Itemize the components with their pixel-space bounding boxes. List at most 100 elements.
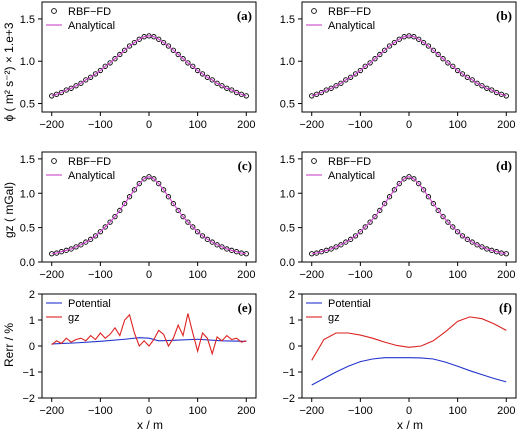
x-tick-label: 0: [406, 405, 412, 417]
chart-panel-d: −200 −100 0 100 200 0.0 0.5 1.0 1.5 RBF−FD Analyti…: [280, 151, 517, 281]
x-tick-label: 0: [406, 269, 412, 281]
x-tick-label: 100: [448, 119, 466, 131]
data-point-a: [87, 74, 94, 80]
chart-panel-e: −200 −100 0 100 200 −2 −1 0 1 2 Potential gz (e): [22, 289, 257, 417]
y-tick-label: 1.5: [20, 14, 35, 26]
panel-label-f: (f): [499, 300, 512, 315]
x-tick-label: −100: [348, 269, 373, 281]
y-tick-label: 0.5: [280, 223, 295, 235]
data-point-b: [323, 87, 329, 93]
x-axis-label-right: x / m: [397, 418, 423, 432]
data-point-a: [53, 91, 60, 97]
data-point-c: [122, 200, 128, 207]
x-tick-label: 0: [406, 119, 412, 131]
y-tick-label: 1.0: [20, 188, 35, 200]
data-point-d: [489, 247, 495, 253]
legend-label: RBF−FD: [68, 6, 111, 18]
data-point-b: [318, 89, 325, 96]
data-point-d: [338, 242, 344, 248]
legend-label: Analytical: [68, 170, 115, 182]
data-point-a: [112, 56, 118, 62]
data-point-b: [396, 36, 402, 42]
series-line-gz: [311, 316, 507, 361]
x-tick-label: 200: [497, 119, 515, 131]
legend-label: gz: [328, 312, 340, 324]
y-tick-label: 2: [29, 289, 35, 301]
data-point-a: [238, 91, 245, 97]
data-point-d: [440, 213, 446, 220]
data-point-b: [445, 60, 451, 66]
data-point-a: [229, 87, 235, 93]
data-point-c: [73, 244, 79, 250]
data-point-c: [224, 246, 230, 252]
y-tick-label: 0.0: [20, 257, 35, 269]
data-point-d: [382, 200, 388, 207]
data-point-c: [170, 200, 176, 207]
data-point-b: [459, 71, 466, 77]
data-point-d: [333, 244, 339, 250]
data-point-c: [146, 174, 152, 180]
data-point-a: [122, 47, 128, 53]
y-tick-label: 0.5: [20, 223, 35, 235]
data-point-d: [469, 239, 475, 245]
data-point-b: [489, 87, 495, 93]
x-tick-label: −100: [88, 405, 113, 417]
legend-label: Potential: [68, 298, 111, 310]
y-tick-label: 0: [29, 341, 35, 353]
data-point-c: [190, 224, 196, 230]
data-point-a: [92, 71, 99, 77]
y-tick-label: −2: [22, 393, 35, 405]
data-point-d: [396, 180, 402, 187]
y-tick-label: 1.5: [20, 154, 35, 166]
x-tick-label: 0: [146, 269, 152, 281]
data-point-a: [58, 89, 65, 96]
series-line-potential: [311, 357, 507, 386]
data-point-d: [406, 174, 412, 180]
x-tick-label: 100: [448, 269, 466, 281]
x-tick-label: −100: [348, 405, 373, 417]
data-point-b: [479, 83, 485, 89]
data-point-b: [357, 67, 364, 74]
x-tick-label: 200: [237, 405, 255, 417]
data-point-d: [430, 200, 436, 207]
data-point-c: [194, 229, 201, 235]
legend-label: Analytical: [68, 20, 115, 32]
data-point-c: [156, 180, 162, 187]
data-point-c: [229, 247, 235, 253]
data-point-d: [411, 176, 417, 182]
data-point-d: [362, 224, 368, 230]
data-point-d: [445, 219, 451, 225]
data-point-d: [323, 247, 329, 253]
panel-label-a: (a): [237, 8, 252, 23]
data-point-b: [474, 80, 480, 86]
data-point-c: [175, 207, 181, 214]
data-point-d: [367, 219, 373, 225]
legend-marker: [311, 158, 317, 164]
data-point-a: [63, 87, 69, 93]
x-tick-label: −100: [348, 119, 373, 131]
data-point-b: [420, 39, 427, 46]
data-point-a: [117, 51, 123, 58]
y-tick-label: 1.0: [280, 56, 295, 68]
legend-label: gz: [68, 312, 80, 324]
data-point-a: [131, 39, 138, 46]
legend-label: RBF−FD: [328, 6, 371, 18]
data-point-b: [435, 51, 441, 58]
data-point-b: [309, 93, 315, 99]
data-point-a: [219, 83, 225, 89]
x-tick-label: 200: [497, 269, 515, 281]
y-tick-label: 1: [289, 315, 295, 327]
data-point-a: [73, 83, 79, 89]
data-point-d: [391, 187, 398, 193]
data-point-c: [87, 236, 94, 242]
data-point-d: [372, 213, 378, 220]
data-point-c: [165, 194, 172, 200]
y-tick-label: −1: [282, 367, 295, 379]
data-point-a: [102, 63, 108, 69]
data-point-b: [313, 91, 320, 97]
data-point-b: [416, 36, 422, 42]
data-point-b: [430, 47, 436, 53]
x-tick-label: 100: [448, 405, 466, 417]
series-line-analytical: [311, 176, 507, 255]
